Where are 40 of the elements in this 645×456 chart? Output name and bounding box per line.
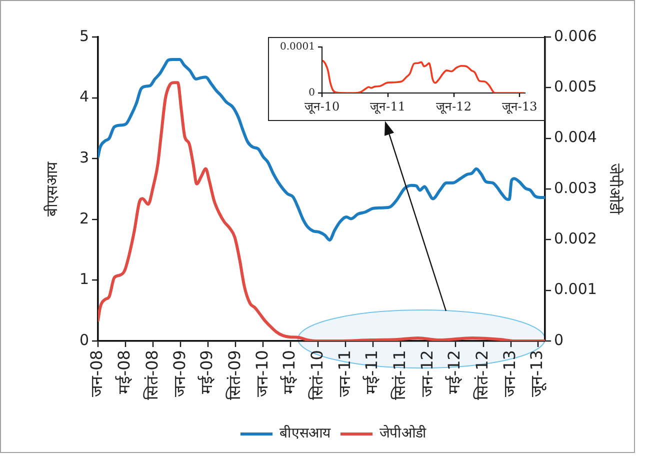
y-tick-label: 3 [79,148,89,166]
x-tick-label: जून-11 [370,99,406,114]
line-series [98,58,545,242]
y-axis-title: बीएसआय [42,162,61,216]
x-tick-label: जन-09 [170,350,189,398]
x-tick-label: सितं-09 [224,350,244,400]
x-tick-label: मई-11 [362,350,381,394]
x-tick-label: जून-10 [304,99,340,114]
x-tick-label: मई-12 [444,350,464,394]
y2-tick-label: 0.002 [554,230,597,248]
legend-label: बीएसआय [280,424,332,442]
x-tick-label: जून-13 [502,99,538,114]
y-tick-label: 2 [79,209,89,228]
y2-tick-label: 0.004 [554,128,597,146]
x-tick-label: जन-13 [500,350,520,398]
x-tick-label: जून-13 [527,350,548,398]
x-tick-label: सितं-10 [307,350,326,400]
y-tick-label: 0 [79,330,89,349]
y2-tick-label: 0.005 [554,78,597,96]
x-tick-label: मई-08 [114,350,134,394]
y-tick-label: 5 [79,26,89,45]
x-tick-label: मई-09 [196,350,216,394]
y2-tick-label: 0 [554,330,564,349]
x-tick-label: सितं-12 [472,350,492,400]
y2-axis-title: जेपीओडी [606,164,624,216]
y-tick-label: 4 [79,88,89,106]
x-tick-label: मई-10 [279,350,298,394]
x-tick-label: सितं-08 [142,350,162,400]
x-tick-label: जन-08 [87,350,106,398]
x-tick-label: जन-12 [417,350,436,398]
x-tick-label: जन-10 [252,350,272,398]
legend-label: जेपीओडी [380,424,426,442]
x-tick-label: जून-12 [436,99,472,114]
y2-tick-label: 0.006 [554,26,597,45]
y-tick-label: 1 [79,270,89,288]
y2-tick-label: 0.003 [554,178,597,197]
y2-tick-label: 0.001 [554,280,597,298]
x-tick-label: जन-11 [334,350,354,398]
x-tick-label: सितं-11 [390,350,409,400]
y-tick-label: 0.0001 [280,42,315,53]
